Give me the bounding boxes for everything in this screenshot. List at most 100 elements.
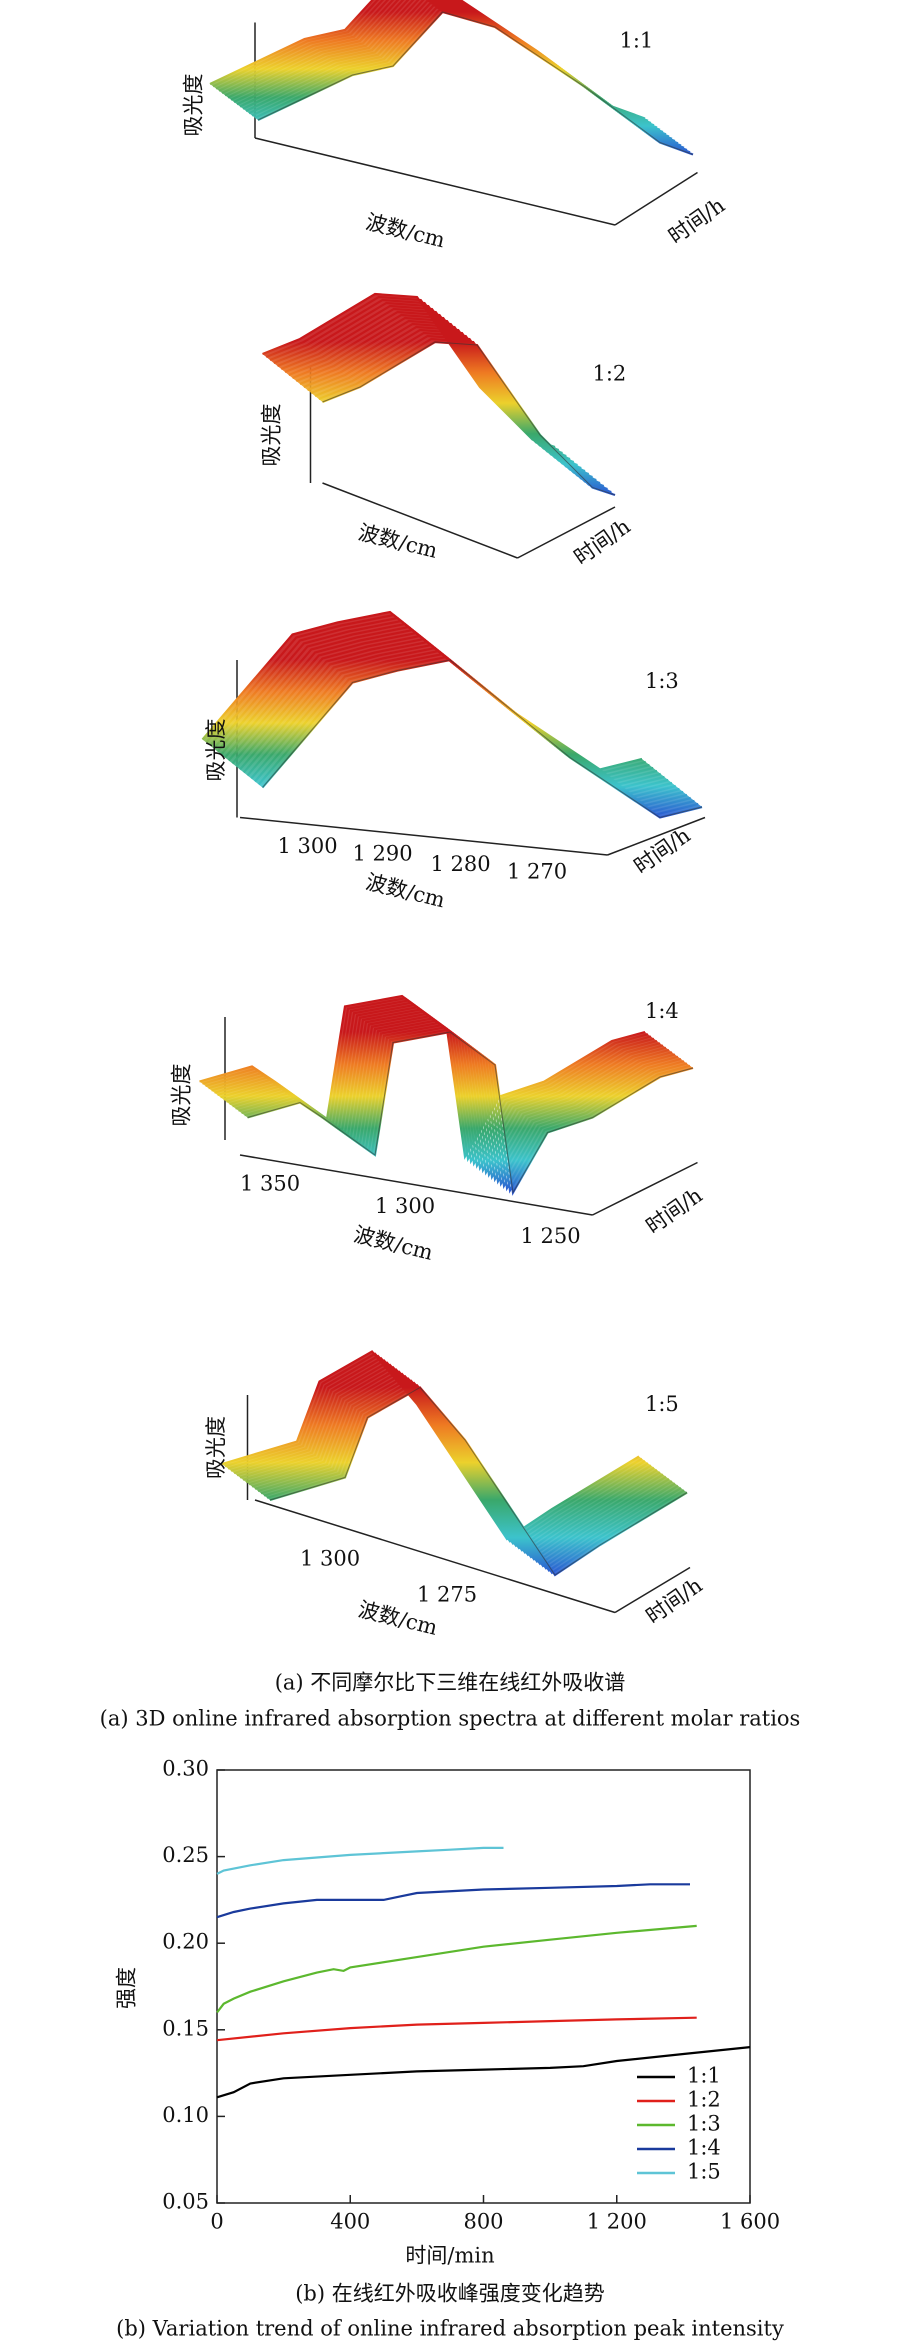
x-axis-label: 波数/cm (363, 870, 447, 913)
surface-stripe (224, 0, 661, 131)
y-axis-label: 吸光度 (204, 719, 228, 782)
ratio-label: 1:2 (593, 362, 627, 386)
series-line (216, 2016, 697, 2042)
surface-edge (257, 11, 694, 155)
axis-line (254, 1499, 616, 1614)
axis-line (239, 816, 608, 856)
x-axis-label: 波数/cm (351, 1222, 435, 1265)
axis-line (517, 506, 616, 559)
ratio-label: 1:5 (645, 1392, 679, 1416)
legend-label: 1:5 (687, 2160, 721, 2184)
series-line (216, 2046, 751, 2099)
ratio-label: 1:1 (620, 29, 654, 53)
tick-label: 1 275 (417, 1583, 477, 1607)
y-tick-label: 0.25 (162, 1843, 209, 1867)
surface-stripe (318, 337, 612, 494)
legend-label: 1:2 (687, 2088, 721, 2112)
axis-line (614, 171, 698, 226)
caption-en: (b) Variation trend of online infrared a… (116, 2317, 784, 2341)
axis-line (322, 482, 518, 559)
surface-stripe (280, 307, 575, 464)
time-axis-label: 时间/h (664, 193, 729, 249)
surface-stripe (221, 1350, 640, 1541)
y-axis-label: 吸光度 (204, 1416, 228, 1479)
tick-label: 1 300 (277, 834, 337, 858)
y-tick-label: 0.30 (162, 1757, 209, 1781)
surface-fill (210, 0, 693, 155)
legend-label: 1:1 (687, 2064, 721, 2088)
surface-stripe (303, 325, 597, 482)
time-axis-label: 时间/h (570, 514, 635, 570)
x-tick-label: 400 (330, 2210, 370, 2234)
surface-stripe (199, 994, 646, 1160)
surface-edge (247, 1031, 694, 1195)
axis-line (592, 1161, 698, 1216)
y-axis-label: 吸光度 (170, 1064, 194, 1127)
y-axis-label: 吸光度 (260, 404, 284, 467)
tick-label: 1 280 (430, 852, 490, 876)
caption-en: (a) 3D online infrared absorption spectr… (100, 1707, 801, 1731)
tick-label: 1 250 (520, 1224, 580, 1248)
surface-stripe (299, 322, 593, 479)
y-tick-label: 0.15 (162, 2016, 209, 2040)
series-line (216, 1846, 504, 1875)
tick-label: 1 270 (507, 860, 567, 884)
y-tick-label: 0.10 (162, 2103, 209, 2127)
y-tick-label: 0.05 (162, 2190, 209, 2214)
tick-label: 1 350 (240, 1172, 300, 1196)
surface-stripe (265, 295, 560, 452)
tick-label: 1 300 (300, 1547, 360, 1571)
surface-edge (269, 1386, 688, 1576)
x-tick-label: 1 200 (587, 2210, 647, 2234)
surface-stripe (262, 292, 556, 449)
surface-stripe (307, 328, 601, 485)
x-tick-label: 800 (463, 2210, 503, 2234)
surface-fill (199, 996, 693, 1193)
surface-stripe (201, 610, 643, 771)
surface-edge (322, 341, 616, 496)
series-line (216, 1883, 690, 1919)
surface-stripe (277, 304, 571, 461)
time-axis-label: 时间/h (630, 823, 695, 879)
ratio-label: 1:3 (645, 669, 679, 693)
x-tick-label: 1 600 (720, 2210, 780, 2234)
ratio-label: 1:4 (645, 999, 679, 1023)
axis-line (239, 1154, 593, 1216)
plot-frame (216, 1769, 751, 2204)
surface-stripe (284, 310, 578, 467)
tick-label: 1 300 (375, 1194, 435, 1218)
surface-fill (202, 612, 702, 818)
x-axis-label: 波数/cm (363, 210, 447, 253)
surface-fill (222, 1351, 687, 1575)
surface-stripe (273, 301, 567, 458)
axis-line (607, 816, 706, 856)
x-tick-label: 0 (210, 2210, 223, 2234)
surface-stripe (227, 0, 664, 134)
y-axis-label: 吸光度 (182, 74, 206, 137)
surface-stripe (292, 316, 586, 473)
time-axis-label: 时间/h (642, 1183, 707, 1239)
y-tick-label: 0.20 (162, 1930, 209, 1954)
legend-label: 1:3 (687, 2112, 721, 2136)
surface-stripe (288, 313, 582, 470)
surface-edge (262, 659, 703, 819)
surface-stripe (314, 334, 608, 491)
surface-stripe (269, 298, 563, 455)
caption-cn: (b) 在线红外吸收峰强度变化趋势 (295, 2282, 605, 2306)
surface-stripe (295, 319, 590, 476)
axis-line (614, 1566, 691, 1614)
y-axis-label: 强度 (115, 1967, 139, 2009)
x-axis-label: 时间/min (405, 2244, 494, 2268)
x-axis-label: 波数/cm (356, 520, 440, 563)
legend-label: 1:4 (687, 2136, 721, 2160)
time-axis-label: 时间/h (642, 1573, 707, 1629)
series-line (216, 1924, 697, 2014)
surface-stripe (310, 331, 605, 488)
tick-label: 1 290 (352, 842, 412, 866)
